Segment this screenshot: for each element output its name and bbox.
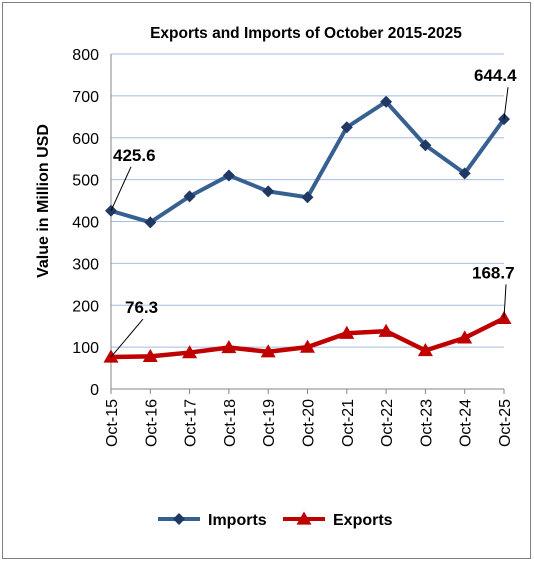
diamond-marker [183, 190, 196, 203]
y-tick-label: 100 [72, 340, 99, 357]
triangle-marker [103, 349, 119, 363]
x-tick-label: Oct-25 [497, 399, 514, 447]
diamond-marker [173, 513, 185, 525]
data-labels: 425.6 644.4 76.3 168.7 [110, 66, 517, 358]
x-tick-label: Oct-22 [379, 399, 396, 447]
x-tick-label: Oct-19 [261, 399, 278, 447]
diamond-marker [222, 169, 235, 182]
triangle-marker [417, 342, 433, 357]
y-tick-label: 800 [72, 47, 99, 64]
triangle-marker [300, 339, 315, 353]
leader-line [503, 284, 507, 319]
legend: Imports Exports [158, 511, 393, 529]
y-tick-label: 200 [72, 298, 99, 315]
x-tick-label: Oct-18 [222, 399, 239, 447]
y-axis-label: Value in Million USD [35, 124, 52, 278]
triangle-marker [142, 348, 158, 362]
leader-line [110, 318, 144, 358]
data-label: 168.7 [472, 263, 515, 282]
x-tick-label: Oct-20 [301, 399, 318, 447]
diamond-marker [301, 191, 314, 204]
x-tick-label: Oct-15 [104, 399, 121, 447]
legend-item-exports: Exports [283, 511, 393, 529]
series-imports [105, 95, 510, 229]
x-tick-label: Oct-23 [418, 399, 435, 447]
triangle-marker [260, 344, 276, 358]
diamond-marker [458, 167, 471, 180]
y-tick-label: 600 [72, 131, 99, 148]
legend-label: Imports [208, 512, 267, 529]
y-tick-label: 500 [72, 173, 99, 190]
leader-line [503, 87, 509, 120]
triangle-marker [221, 340, 237, 354]
axes: 0 100 200 300 400 500 600 700 800 Oct-15 Oct-16 Oct… [72, 47, 514, 447]
diamond-marker [340, 121, 353, 134]
series-line [110, 99, 506, 225]
triangle-marker [339, 325, 355, 339]
series-exports [103, 310, 512, 363]
triangle-marker [378, 323, 394, 337]
x-tick-label: Oct-21 [340, 399, 357, 447]
series-layer [103, 95, 512, 363]
triangle-marker [296, 511, 312, 525]
diamond-marker [380, 95, 393, 108]
x-tick-label: Oct-17 [183, 399, 200, 447]
data-label: 76.3 [125, 298, 158, 317]
diamond-marker [262, 185, 275, 198]
data-label: 425.6 [113, 146, 156, 165]
y-tick-label: 0 [90, 382, 99, 399]
x-tick-label: Oct-24 [458, 399, 475, 447]
line-chart: Exports and Imports of October 2015-2025… [35, 25, 517, 529]
data-label: 644.4 [474, 66, 517, 85]
diamond-marker [419, 139, 432, 152]
y-tick-label: 300 [72, 256, 99, 273]
triangle-marker [182, 345, 198, 359]
diamond-marker [144, 216, 157, 229]
legend-item-imports: Imports [158, 512, 267, 529]
leader-line [110, 166, 132, 211]
legend-label: Exports [333, 512, 393, 529]
x-tick-label: Oct-16 [143, 399, 160, 447]
chart-title: Exports and Imports of October 2015-2025 [150, 25, 462, 42]
gridlines [111, 53, 504, 348]
y-tick-label: 700 [72, 89, 99, 106]
y-tick-label: 400 [72, 215, 99, 232]
triangle-marker [457, 330, 473, 344]
